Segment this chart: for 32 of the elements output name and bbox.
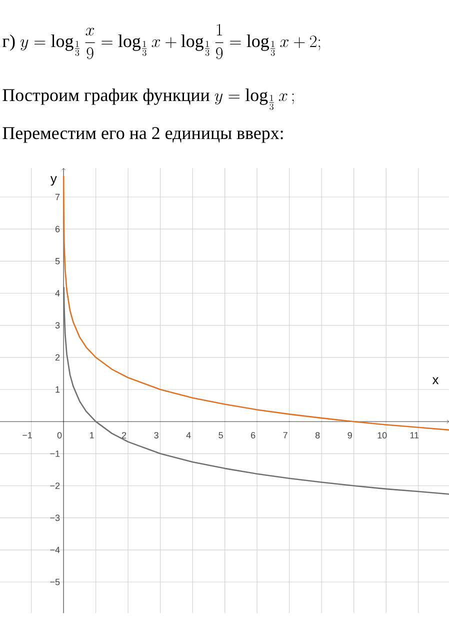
text: Переместим его на 2 единицы вверх: xyxy=(2,127,283,143)
y-tick-label: −4 xyxy=(50,546,60,553)
y-tick-label: −3 xyxy=(50,514,60,522)
y-axis-title: y xyxy=(50,176,57,186)
y-tick-label: 4 xyxy=(55,290,60,296)
y-tick-label: 1 xyxy=(56,386,60,393)
x-tick-label: 8 xyxy=(315,432,320,438)
text: Построим график функции xyxy=(2,88,210,105)
x-tick-label: −1 xyxy=(22,432,32,438)
text: г) xyxy=(2,34,15,51)
x-tick-label: 7 xyxy=(283,432,288,438)
y-tick-label: 6 xyxy=(55,226,60,232)
x-tick-label: 1 xyxy=(90,432,94,438)
x-tick-label: 3 xyxy=(154,432,158,438)
x-tick-label: 11 xyxy=(410,432,419,438)
y-tick-label: −2 xyxy=(50,482,60,489)
x-tick-label: 5 xyxy=(218,432,223,438)
x-tick-label: 4 xyxy=(186,432,191,438)
x-axis-title: x xyxy=(432,377,439,384)
y-tick-label: 5 xyxy=(55,258,60,264)
y-tick-label: −5 xyxy=(50,578,60,586)
y-tick-label: 2 xyxy=(55,354,60,361)
y-tick-label: −1 xyxy=(50,450,60,457)
x-tick-label: 0 xyxy=(57,432,62,438)
y-tick-label: 7 xyxy=(55,194,60,200)
x-tick-label: 6 xyxy=(251,432,256,438)
y-tick-label: 3 xyxy=(55,322,60,329)
x-tick-label: 2 xyxy=(122,432,126,438)
x-tick-label: 10 xyxy=(378,432,387,438)
text: $y=\log_{\frac{1}{3}}x\,;$ xyxy=(214,88,294,110)
x-tick-label: 9 xyxy=(348,432,352,438)
text: $y=\log_{\frac{1}{3}}\frac{x}{9}=\log_{\frac{1}{3}}x+\log_{\frac{1}{3}}\frac{1}{9}=\log_{\frac{1}{3}}x+2;$ xyxy=(20,24,320,60)
